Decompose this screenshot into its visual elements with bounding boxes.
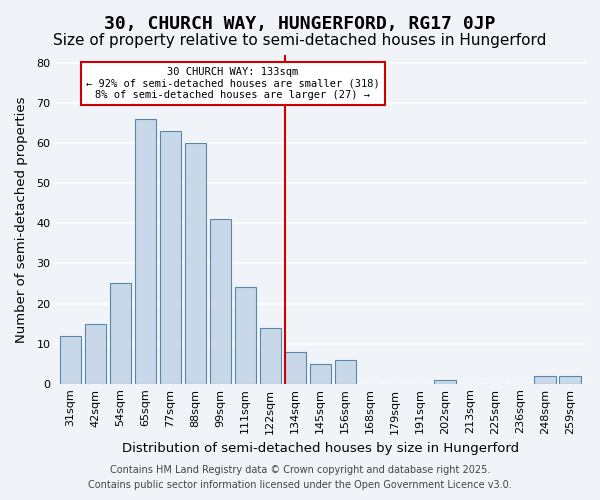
Bar bbox=[134, 119, 156, 384]
Bar bbox=[310, 364, 331, 384]
Bar bbox=[335, 360, 356, 384]
Bar bbox=[284, 352, 306, 384]
Text: 30 CHURCH WAY: 133sqm
← 92% of semi-detached houses are smaller (318)
8% of semi: 30 CHURCH WAY: 133sqm ← 92% of semi-deta… bbox=[86, 67, 380, 100]
Bar bbox=[110, 284, 131, 384]
Bar bbox=[535, 376, 556, 384]
Bar bbox=[260, 328, 281, 384]
Y-axis label: Number of semi-detached properties: Number of semi-detached properties bbox=[15, 96, 28, 342]
Bar bbox=[160, 131, 181, 384]
Bar bbox=[559, 376, 581, 384]
Bar bbox=[85, 324, 106, 384]
Bar bbox=[434, 380, 456, 384]
Text: Contains HM Land Registry data © Crown copyright and database right 2025.
Contai: Contains HM Land Registry data © Crown c… bbox=[88, 465, 512, 490]
Text: Size of property relative to semi-detached houses in Hungerford: Size of property relative to semi-detach… bbox=[53, 32, 547, 48]
Text: 30, CHURCH WAY, HUNGERFORD, RG17 0JP: 30, CHURCH WAY, HUNGERFORD, RG17 0JP bbox=[104, 15, 496, 33]
X-axis label: Distribution of semi-detached houses by size in Hungerford: Distribution of semi-detached houses by … bbox=[122, 442, 519, 455]
Bar bbox=[59, 336, 81, 384]
Bar bbox=[235, 288, 256, 384]
Bar bbox=[185, 143, 206, 384]
Bar bbox=[209, 220, 231, 384]
